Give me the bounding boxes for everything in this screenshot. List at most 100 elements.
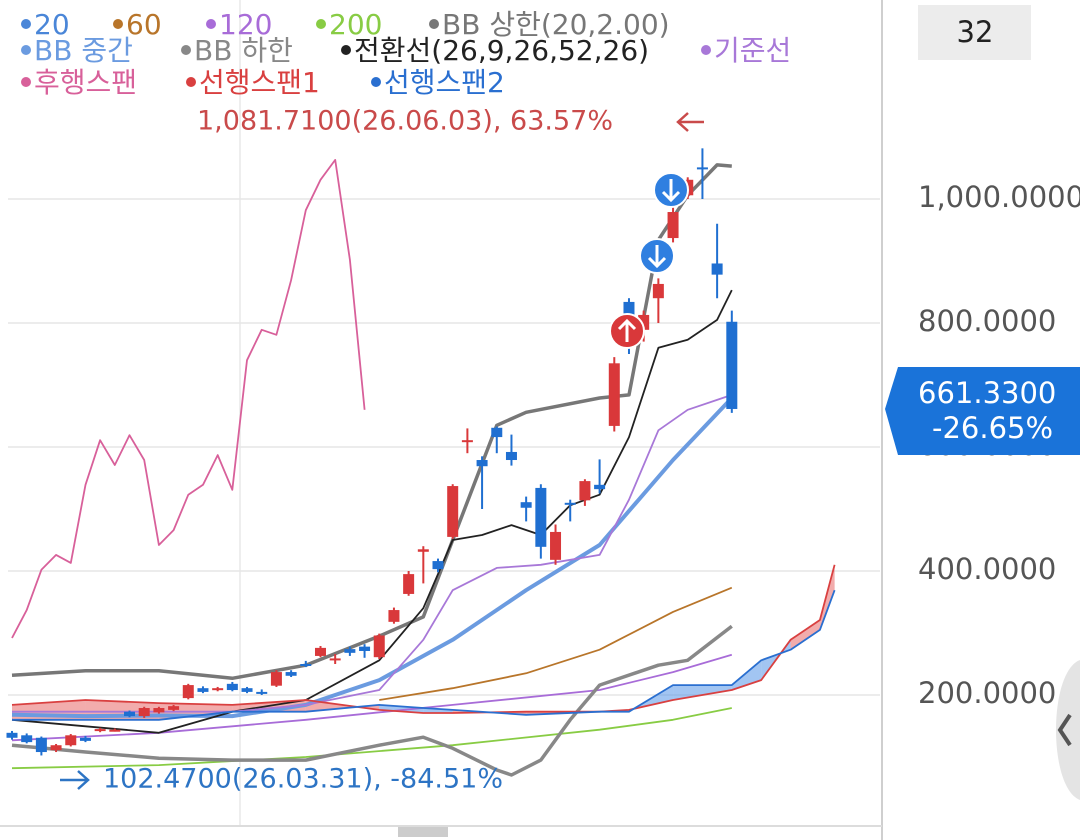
candle-body	[417, 549, 429, 552]
y-tick-label: 200.0000	[918, 676, 1056, 710]
candle-body	[667, 212, 679, 239]
signal-down	[653, 172, 689, 208]
candle-body	[314, 647, 326, 656]
candles	[6, 148, 738, 756]
y-tick-label: 800.0000	[918, 304, 1056, 338]
candle-body	[388, 610, 400, 622]
legend-label: 후행스팬	[34, 66, 137, 99]
y-tick-label: 400.0000	[918, 552, 1056, 586]
cloud-segment	[379, 704, 424, 713]
signal-down	[639, 238, 675, 274]
legend-label: 선행스팬1	[199, 66, 320, 99]
candle-body	[256, 691, 268, 694]
legend-dot	[206, 19, 216, 29]
legend-dot	[181, 45, 191, 55]
candle-body	[652, 283, 664, 299]
series-line	[11, 564, 836, 714]
last-price-box: 661.3300-26.65%	[885, 366, 1080, 455]
candle-body	[447, 486, 459, 537]
min-arrow	[60, 770, 90, 790]
series-line	[11, 159, 366, 639]
side-tab[interactable]	[1056, 660, 1080, 800]
series-line	[11, 289, 733, 734]
legend-dot	[186, 77, 196, 87]
candle-body	[550, 531, 562, 560]
max-arrow	[676, 112, 704, 132]
series-line	[11, 707, 732, 770]
legend-label: 60	[126, 8, 162, 41]
cloud-segment	[790, 619, 820, 650]
legend-dot	[21, 77, 31, 87]
candle-body	[535, 487, 547, 547]
candle-body	[138, 708, 150, 717]
scrollbar-thumb[interactable]	[398, 827, 448, 837]
candle-body	[520, 502, 532, 508]
candle-body	[638, 314, 650, 330]
candle-body	[241, 688, 253, 692]
y-tick-label: 1,000.0000	[918, 180, 1080, 214]
candle-body	[212, 688, 224, 691]
legend-dot	[701, 45, 711, 55]
max-label: 1,081.7100(26.06.03), 63.57%	[197, 106, 613, 137]
candle-body	[329, 658, 341, 661]
candle-body	[65, 735, 77, 746]
legend-dot	[316, 19, 326, 29]
candle-body	[6, 732, 18, 738]
candle-body	[300, 664, 312, 666]
legend-dot	[341, 45, 351, 55]
legend-label: 전환선(26,9,26,52,26)	[354, 34, 649, 67]
side-tab-chevron	[1057, 713, 1072, 747]
last-price-label: 661.3300	[918, 376, 1056, 410]
legend-label: 120	[219, 8, 272, 41]
legend-dot	[371, 77, 381, 87]
period-label[interactable]: 32	[957, 15, 994, 49]
cloud-segment	[673, 685, 732, 700]
last-change-label: -26.65%	[932, 411, 1053, 445]
legend-label: 선행스팬2	[384, 66, 505, 99]
candle-body	[564, 502, 576, 505]
candle-body	[285, 672, 297, 676]
legend-label: BB 중간	[34, 34, 133, 67]
candle-body	[432, 561, 444, 570]
legend-dot	[113, 19, 123, 29]
legend-label: 20	[34, 8, 70, 41]
legend-dot	[429, 19, 439, 29]
candle-body	[403, 574, 415, 594]
candle-body	[94, 729, 106, 732]
candle-body	[359, 646, 371, 651]
legend-label: BB 상한(20,2.00)	[442, 8, 670, 41]
candle-body	[270, 672, 282, 686]
candle-body	[79, 737, 91, 741]
candle-body	[594, 484, 606, 490]
legend-label: 기준선	[714, 34, 791, 67]
last-price-bg	[885, 366, 1080, 455]
candle-body	[461, 440, 473, 443]
legend: 20 60 120 200 BB 상한(20,2.00) BB 중간 BB 하한 전환선(26…	[21, 8, 791, 99]
legend-dot	[21, 19, 31, 29]
min-label: 102.4700(26.03.31), -84.51%	[103, 764, 503, 795]
candle-body	[696, 167, 708, 170]
candle-body	[50, 745, 62, 751]
series-line	[11, 624, 733, 777]
candle-body	[153, 708, 165, 713]
candle-body	[344, 649, 356, 653]
legend-label: BB 하한	[194, 34, 293, 67]
candle-body	[491, 427, 503, 438]
period-box[interactable]	[918, 5, 1031, 60]
candle-body	[197, 688, 209, 692]
candle-body	[168, 706, 180, 710]
legend-dot	[21, 45, 31, 55]
candle-body	[124, 711, 136, 717]
candle-body	[476, 460, 488, 467]
candle-body	[35, 737, 47, 753]
candle-body	[373, 635, 385, 658]
candle-body	[109, 729, 121, 732]
legend-label: 200	[329, 8, 382, 41]
candle-body	[726, 321, 738, 409]
candle-body	[711, 263, 723, 275]
candle-body	[182, 685, 194, 699]
candle-body	[579, 481, 591, 501]
lines	[11, 159, 836, 777]
signal-up	[609, 313, 645, 349]
